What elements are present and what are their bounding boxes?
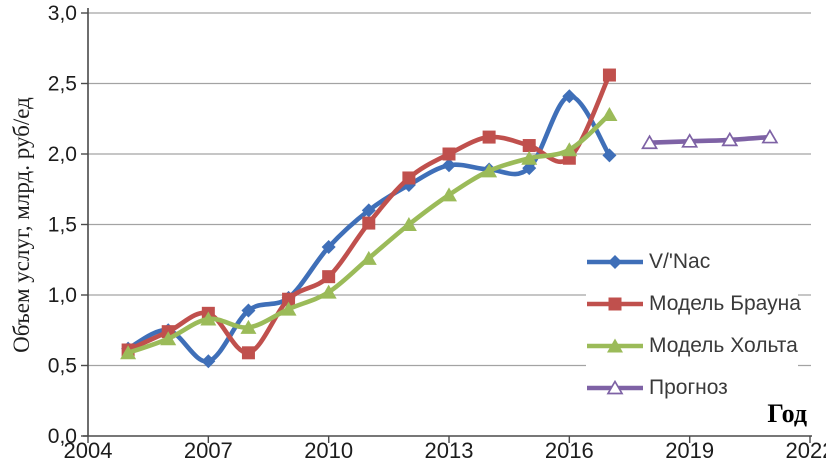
series-marker-2: [441, 187, 457, 202]
series-marker-2: [240, 319, 257, 334]
legend-marker: [608, 255, 622, 269]
x-tick-label: 2004: [64, 438, 113, 463]
legend-label: V/'Nac: [649, 250, 711, 273]
series-marker-3: [641, 134, 659, 150]
series-marker-2: [481, 163, 498, 178]
series-marker-2: [120, 345, 137, 360]
legend-label: Модель Брауна: [649, 292, 801, 315]
y-axis-title: Объем услуг, млрд. руб/ед: [9, 97, 34, 353]
legend-marker: [607, 338, 623, 353]
y-tick-label: 0,0: [48, 425, 77, 448]
legend-item-0: V/'Nac: [586, 248, 798, 276]
legend-label: Прогноз: [649, 376, 728, 399]
series-marker-2: [320, 284, 337, 299]
legend-swatch: [587, 255, 643, 269]
legend-item-1: Модель Брауна: [586, 290, 801, 318]
legend-swatch: [587, 379, 643, 395]
legend-marker: [608, 297, 622, 311]
series-marker-2: [280, 301, 297, 316]
series-marker-0: [602, 148, 617, 163]
series-marker-2: [200, 311, 217, 326]
x-tick-label: 2007: [184, 438, 233, 463]
series-marker-1: [442, 147, 456, 161]
series-marker-3: [761, 128, 779, 144]
y-tick-label: 1,5: [48, 214, 77, 237]
y-tick-label: 2,5: [48, 73, 77, 96]
legend-label: Модель Хольта: [649, 334, 798, 357]
x-tick-label: 2022: [786, 438, 826, 463]
y-tick-label: 1,0: [48, 284, 77, 307]
series-marker-2: [360, 250, 377, 265]
legend: V/'Nac Модель Брауна Модель Хольта Прогноз: [586, 246, 801, 404]
series-marker-0: [361, 203, 376, 218]
series-marker-1: [402, 171, 416, 185]
series-marker-2: [561, 142, 578, 157]
x-tick-label: 2016: [545, 438, 594, 463]
legend-swatch: [587, 338, 643, 353]
legend-swatch: [587, 297, 643, 311]
legend-item-3: Прогноз: [586, 374, 798, 402]
series-marker-2: [400, 217, 417, 231]
series-marker-0: [562, 89, 577, 104]
series-marker-1: [241, 346, 255, 360]
series-marker-3: [681, 133, 699, 148]
y-tick-label: 0,5: [48, 355, 77, 378]
y-tick-label: 3,0: [48, 2, 77, 25]
x-tick-label: 2013: [425, 438, 474, 463]
series-marker-1: [522, 139, 536, 153]
series-marker-0: [442, 158, 456, 173]
series-marker-1: [482, 130, 496, 144]
series-marker-1: [282, 292, 296, 306]
x-tick-label: 2010: [304, 438, 353, 463]
series-marker-1: [602, 68, 616, 82]
series-marker-2: [601, 107, 618, 122]
series-marker-1: [322, 270, 336, 284]
x-axis-title: Год: [767, 399, 807, 428]
legend-marker: [606, 379, 624, 395]
x-tick-label: 2019: [665, 438, 714, 463]
series-marker-0: [321, 240, 336, 255]
series-marker-2: [521, 150, 538, 165]
series-marker-2: [160, 331, 177, 346]
series-marker-1: [362, 216, 376, 230]
series-line-3: [647, 134, 773, 146]
series-marker-0: [241, 303, 256, 318]
series-marker-0: [201, 354, 216, 369]
series-marker-3: [721, 131, 739, 147]
y-tick-label: 2,0: [48, 143, 77, 166]
legend-item-2: Модель Хольта: [586, 332, 798, 360]
